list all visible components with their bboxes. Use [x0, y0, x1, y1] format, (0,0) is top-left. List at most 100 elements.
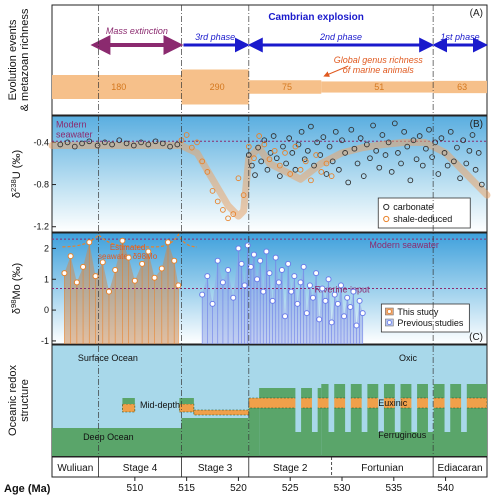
previous-study-point [219, 279, 226, 286]
previous-study-point [334, 300, 341, 307]
previous-study-point [331, 291, 338, 298]
y-tick-label: -0.4 [33, 137, 49, 147]
carbonate-point [348, 126, 355, 133]
shale-point [251, 155, 257, 162]
carbonate-point [339, 137, 345, 144]
previous-study-point [225, 267, 232, 273]
previous-study-point [328, 319, 335, 326]
shale-point [199, 158, 206, 165]
carbonate-point [345, 179, 352, 186]
previous-study-point [359, 310, 366, 317]
carbonate-point [270, 133, 277, 139]
previous-study-point [303, 310, 310, 317]
carbonate-point [123, 140, 130, 147]
this-study-point [67, 253, 74, 260]
carbonate-point [79, 140, 85, 147]
this-study-point [92, 273, 99, 280]
cambrian-explosion-label: Cambrian explosion [268, 12, 364, 23]
mo-envelope [64, 240, 179, 344]
shale-point [214, 198, 221, 205]
label-surface: Surface Ocean [78, 353, 138, 363]
richness-block [433, 80, 487, 94]
carbonate-point [463, 160, 470, 167]
shale-point [225, 215, 231, 222]
euxinic-outline [122, 403, 136, 413]
carbonate-point [289, 150, 296, 156]
this-study-point [171, 257, 178, 264]
previous-study-point [325, 276, 332, 283]
carbonate-point [407, 177, 414, 184]
legend-b-marker [383, 215, 390, 223]
shale-point [328, 173, 335, 179]
shale-point [323, 160, 330, 167]
carbonate-point [395, 150, 401, 156]
x-tick-label: 540 [437, 483, 454, 494]
richness-value: 75 [282, 82, 292, 92]
previous-study-point [294, 300, 301, 307]
panel-b: (B) δ238U (‰) -0.4 -0.8 -1.2 Modern seawater ca… [9, 115, 491, 233]
oxic-finger [411, 384, 418, 432]
carbonate-point [373, 147, 380, 154]
richness-value: 180 [111, 82, 126, 92]
carbonate-point [159, 140, 166, 147]
this-study-point [139, 260, 146, 267]
this-study-point [165, 239, 171, 246]
carbonate-point [469, 132, 476, 138]
shale-point [235, 175, 242, 182]
y-tick-label: 0 [44, 305, 49, 315]
previous-study-point [204, 273, 211, 280]
legend-b [377, 197, 471, 229]
carbonate-point [167, 143, 173, 150]
carbonate-point [277, 173, 283, 179]
y-tick-label: 1 [44, 274, 49, 284]
this-study-point [105, 288, 112, 295]
carbonate-point [64, 139, 71, 146]
mo-reference-label: Riverine input [314, 285, 370, 295]
oxic-finger [461, 384, 467, 432]
carbonate-point [351, 145, 358, 152]
richness-block [181, 69, 249, 105]
this-study-point [125, 254, 132, 261]
ferruginous-zone [98, 428, 182, 456]
ferruginous-zone [52, 428, 99, 456]
stage-label: Wuliuan [57, 463, 93, 474]
legend-c-label: Previous studies [397, 318, 464, 328]
legend-b-label: carbonate [393, 202, 433, 212]
euxinic-zone [179, 404, 194, 412]
legend-c-label: This study [397, 307, 439, 317]
carbonate-point [460, 137, 467, 144]
carbonate-point [298, 128, 305, 135]
stage-label: Ediacaran [438, 463, 483, 474]
carbonate-point [94, 142, 101, 149]
y-tick-label: 2 [44, 243, 49, 253]
this-study-point [131, 277, 138, 284]
carbonate-point [304, 147, 311, 154]
legend-c [380, 303, 470, 333]
stage-strip: Wuliuan Stage 4 Stage 3 Stage 2 Fortunian Edi… [51, 456, 488, 478]
stage-frame [51, 456, 488, 478]
carbonate-point [388, 169, 395, 175]
carbonate-point [410, 137, 417, 144]
shale-point [308, 177, 314, 184]
previous-study-point [275, 279, 282, 286]
previous-study-point [235, 245, 242, 252]
this-study-point [80, 263, 87, 270]
shale-point [220, 207, 226, 213]
legend-b-label: shale-deduced [393, 214, 452, 224]
shale-point [302, 158, 309, 165]
shale-point [230, 211, 237, 217]
previous-study-point [288, 288, 295, 295]
previous-study-point [241, 282, 248, 289]
previous-study-point [238, 260, 245, 267]
carbonate-point [472, 166, 479, 173]
event-label: Mass extinction [106, 26, 168, 36]
shale-point [282, 150, 288, 156]
panel-c-ylabel: δ98Mo (‰) [9, 263, 24, 314]
ferruginous-zone [248, 400, 260, 456]
carbonate-point [404, 143, 411, 150]
carbonate-point [360, 173, 367, 179]
previous-study-point [247, 263, 254, 270]
panel-a-ylabel: Evolution events & metazoan richness [7, 8, 31, 111]
y-tick-label: -0.8 [33, 180, 49, 190]
